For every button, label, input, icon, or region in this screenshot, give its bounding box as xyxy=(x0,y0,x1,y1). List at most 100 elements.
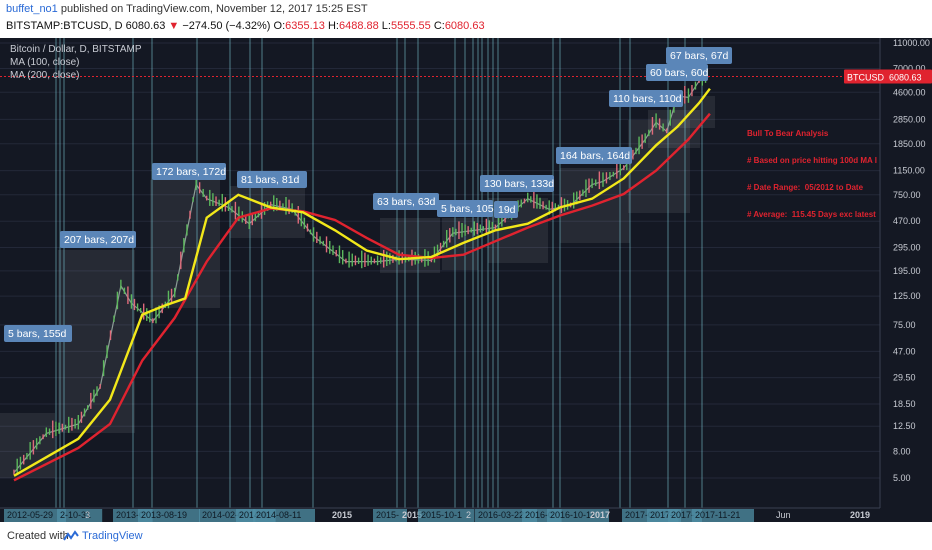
x-tick-label: 2-10-31 xyxy=(60,510,91,520)
x-tick-badge xyxy=(418,509,475,522)
bar-label-box xyxy=(60,231,136,248)
bar-label-box xyxy=(373,193,439,210)
bar-label-box xyxy=(609,90,683,107)
analysis-note-line: # Based on price hitting 100d MA l xyxy=(747,156,877,165)
analysis-note: Bull To Bear Analysis # Based on price h… xyxy=(747,111,877,237)
username-link[interactable]: buffet_no1 xyxy=(6,3,58,15)
x-tick-label: 2017 xyxy=(590,510,610,520)
price-chart[interactable]: 11000.00 7000.00 4600.00 2850.00 1850.00 1150… xyxy=(0,38,932,522)
high-value: 6488.88 xyxy=(338,20,379,32)
x-tick-badge xyxy=(4,509,66,522)
low-label: L: xyxy=(381,20,391,32)
high-label: H: xyxy=(327,20,339,32)
open-label: O: xyxy=(273,20,286,32)
x-tick-badge xyxy=(373,509,407,522)
x-tick-label: 2015-10-1 xyxy=(421,510,462,520)
y-axis-panel xyxy=(880,38,932,522)
bar-label-box xyxy=(494,201,518,218)
ma100-line xyxy=(13,87,711,477)
bar-label-box xyxy=(666,47,732,64)
last-price: 6080.63 xyxy=(125,20,166,32)
ma200-line xyxy=(13,112,711,482)
bar-label: 164 bars, 164d xyxy=(560,150,630,162)
y-tick-label: 750.00 xyxy=(893,190,921,200)
chart-legend: Bitcoin / Dollar, D, BITSTAMP MA (100, c… xyxy=(10,43,142,82)
bar-label: 110 bars, 110d xyxy=(613,93,682,105)
x-tick-label: 2013-0 xyxy=(116,510,144,520)
analysis-note-line: # Average: 115.45 Days exc latest xyxy=(747,210,876,219)
y-tick-label: 12.50 xyxy=(893,421,916,431)
low-value: 5555.55 xyxy=(390,20,431,32)
close-value: 6080.63 xyxy=(444,20,485,32)
y-tick-label: 4600.00 xyxy=(893,87,926,97)
bar-label-box xyxy=(556,147,632,164)
analysis-note-line: # Date Range: 05/2012 to Date xyxy=(747,183,864,192)
price-badge-symbol: BTCUSD xyxy=(847,73,885,83)
bar-label: 63 bars, 63d xyxy=(377,196,436,208)
y-tick-label: 125.00 xyxy=(893,291,921,301)
x-tick-label: 2017-03-2 xyxy=(625,510,666,520)
chart-area[interactable]: 11000.00 7000.00 4600.00 2850.00 1850.00 1150… xyxy=(0,38,932,522)
x-tick-label: 2019 xyxy=(850,510,870,520)
bar-label-box xyxy=(4,325,72,342)
x-tick-label: 2016-10-11 xyxy=(550,510,595,520)
y-tick-label: 11000.00 xyxy=(893,38,930,48)
y-tick-label: 47.00 xyxy=(893,346,916,356)
bar-label: 19d xyxy=(498,204,516,216)
x-tick-badge xyxy=(57,509,103,522)
ohlc-line: BITSTAMP:BTCUSD, D 6080.63 ▼ −274.50 (−4… xyxy=(6,20,485,32)
bar-label: 172 bars, 172d xyxy=(156,166,226,178)
bar-label-box xyxy=(437,200,493,217)
x-tick-label: 2013-08-19 xyxy=(141,510,187,520)
x-tick-label: 2015 xyxy=(332,510,352,520)
y-tick-label: 7000.00 xyxy=(893,64,926,74)
x-tick-label: 2017- xyxy=(650,510,673,520)
down-arrow-icon: ▼ xyxy=(168,20,180,32)
symbol-label: BITSTAMP:BTCUSD, D xyxy=(6,20,123,32)
bar-label-box xyxy=(480,175,554,192)
change-value: −274.50 (−4.32%) xyxy=(182,20,271,32)
bar-label: 207 bars, 207d xyxy=(64,234,134,246)
x-tick-badge xyxy=(692,509,754,522)
bar-label-box xyxy=(152,163,226,180)
y-tick-label: 29.50 xyxy=(893,373,916,383)
x-tick-badge xyxy=(547,509,609,522)
y-tick-label: 195.00 xyxy=(893,266,921,276)
x-tick-label: 2016-0 xyxy=(525,510,553,520)
x-tick-label: 2017- xyxy=(671,510,694,520)
footer-bar: Created with TradingView xyxy=(0,522,932,550)
open-value: 6355.13 xyxy=(285,20,325,32)
y-tick-label: 8.00 xyxy=(893,446,911,456)
bar-label: 60 bars, 60d xyxy=(650,67,709,79)
tradingview-logo-icon xyxy=(63,530,79,541)
y-tick-label: 5.00 xyxy=(893,473,911,483)
bar-label: 5 bars, 105d xyxy=(441,203,500,215)
bar-label-box xyxy=(237,171,307,188)
x-tick-label: 2014-02-0 xyxy=(202,510,243,520)
bar-label: 130 bars, 133d xyxy=(484,178,554,190)
bar-label: 5 bars, 155d xyxy=(8,328,67,340)
y-tick-label: 75.00 xyxy=(893,320,916,330)
legend-ma200: MA (200, close) xyxy=(10,70,80,81)
x-tick-badge xyxy=(253,509,315,522)
x-tick-label: 2012-05-29 xyxy=(7,510,53,520)
range-box xyxy=(380,218,440,273)
y-tick-label: 295.00 xyxy=(893,243,921,253)
y-tick-label: 1850.00 xyxy=(893,139,926,149)
bar-label: 67 bars, 67d xyxy=(670,50,729,62)
y-tick-label: 18.50 xyxy=(893,399,916,409)
analysis-note-line: Bull To Bear Analysis xyxy=(747,129,829,138)
tradingview-link[interactable]: TradingView xyxy=(82,530,143,542)
price-badge-value: 6080.63 xyxy=(889,73,922,83)
close-label: C: xyxy=(433,20,445,32)
x-tick-label: Jun xyxy=(776,510,791,520)
x-tick-badge xyxy=(475,509,537,522)
publish-text: published on TradingView.com, November 1… xyxy=(60,3,368,15)
publish-line: buffet_no1 published on TradingView.com,… xyxy=(6,3,368,15)
x-tick-label: 2 xyxy=(466,510,471,520)
bar-label-box xyxy=(646,64,708,81)
price-badge xyxy=(844,69,932,84)
y-tick-label: 1150.00 xyxy=(893,166,925,176)
y-tick-label: 470.00 xyxy=(893,216,921,226)
x-tick-label: 2014-08-11 xyxy=(256,510,301,520)
